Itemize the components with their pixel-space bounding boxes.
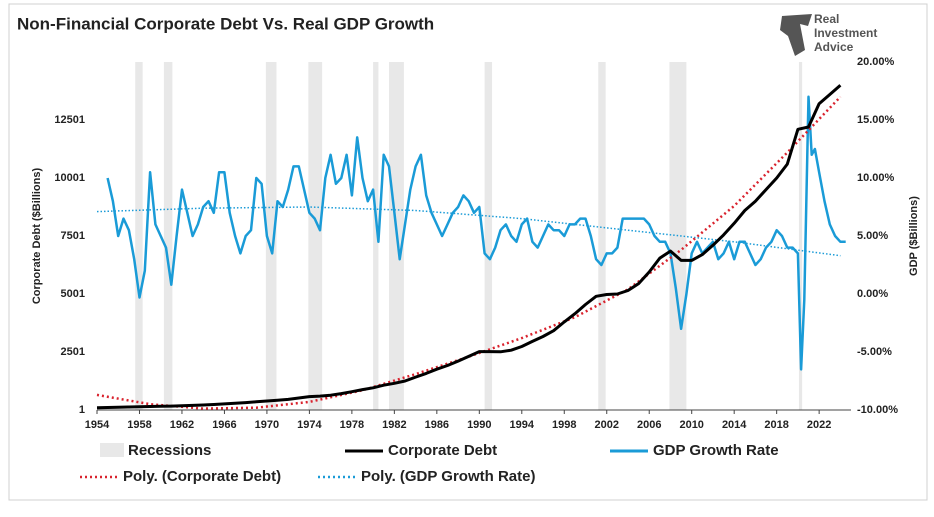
y-tick-label: 7501 [61,230,85,242]
x-tick-label: 2010 [679,419,703,431]
chart-border [8,3,928,501]
recession-band [308,62,323,410]
x-tick-label: 2022 [807,419,831,431]
x-tick-label: 1974 [297,419,322,431]
logo-text: Real [814,12,839,26]
recession-band [484,62,493,410]
x-tick-label: 2006 [637,419,661,431]
x-tick-label: 1962 [170,419,194,431]
recession-band [265,62,277,410]
recession-band [373,62,379,410]
y-tick-label: 1 [79,404,85,416]
trend-line [96,206,841,257]
logo-icon [780,14,812,56]
y2-tick-label: 5.00% [857,230,888,242]
y-tick-label: 10001 [54,172,85,184]
x-tick-label: 1990 [467,419,491,431]
recession-band [798,62,803,410]
y2-tick-label: -5.00% [857,346,892,358]
y-tick-label: 5001 [61,288,85,300]
logo: Real Investment Advice [780,12,877,56]
x-tick-label: 1986 [425,419,449,431]
x-tick-label: 1970 [255,419,279,431]
data-line [106,95,846,371]
data-line [96,84,842,410]
y2-tick-label: -10.00% [857,404,898,416]
logo-text: Advice [814,40,854,54]
x-tick-label: 2014 [722,419,747,431]
x-tick-label: 1998 [552,419,576,431]
y2-axis-title: GDP ($Billions) [908,196,920,276]
recession-band [598,62,606,410]
x-tick-label: 1954 [85,419,110,431]
y2-tick-label: 10.00% [857,172,895,184]
legend-label: Poly. (GDP Growth Rate) [361,468,535,485]
recession-band [135,62,143,410]
y2-tick-label: 15.00% [857,114,895,126]
legend-label: GDP Growth Rate [653,442,779,459]
y-axis-title: Corporate Debt ($Billions) [31,168,43,305]
chart-title: Non-Financial Corporate Debt Vs. Real GD… [17,14,434,33]
x-tick-label: 1982 [382,419,406,431]
legend-label: Poly. (Corporate Debt) [123,468,281,485]
x-tick-label: 1978 [340,419,364,431]
y2-tick-label: 0.00% [857,288,888,300]
x-tick-label: 1994 [510,419,535,431]
x-tick-label: 1958 [127,419,151,431]
y-tick-label: 12501 [54,114,85,126]
y-tick-label: 2501 [61,346,85,358]
legend-label: Corporate Debt [388,442,497,459]
logo-text: Investment [814,26,877,40]
x-tick-label: 2002 [595,419,619,431]
x-tick-label: 1966 [212,419,236,431]
x-tick-label: 2018 [764,419,788,431]
recession-band [163,62,173,410]
y2-tick-label: 20.00% [857,56,895,68]
legend-swatch [100,443,124,457]
legend-label: Recessions [128,442,211,459]
